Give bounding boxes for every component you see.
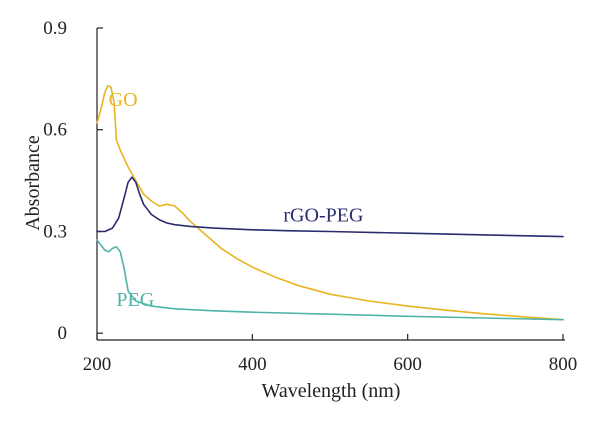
series-line-go [96,84,564,321]
y-tick-label: 0.3 [43,221,67,242]
x-tick-label: 600 [393,354,422,375]
series-line-peg [96,239,564,321]
series-lines [96,84,564,321]
series-label-go: GO [109,89,138,111]
y-tick-label: 0 [58,323,68,344]
series-label-rgo-peg: rGO-PEG [283,204,363,226]
series-label-peg: PEG [116,289,154,311]
x-tick-label: 200 [83,354,112,375]
ticks: 200 400 600 800 0 0.3 0.6 0.9 [43,18,577,375]
x-axis-title: Wavelength (nm) [262,380,401,402]
y-axis-title: Absorbance [22,135,44,231]
y-tick-label: 0.6 [43,120,67,141]
y-tick-label: 0.9 [43,18,67,39]
x-tick-label: 800 [549,354,578,375]
axes [96,28,565,341]
x-tick-label: 400 [238,354,267,375]
series-labels: GO rGO-PEG PEG [109,89,364,311]
series-line-rgo-peg [96,176,564,238]
